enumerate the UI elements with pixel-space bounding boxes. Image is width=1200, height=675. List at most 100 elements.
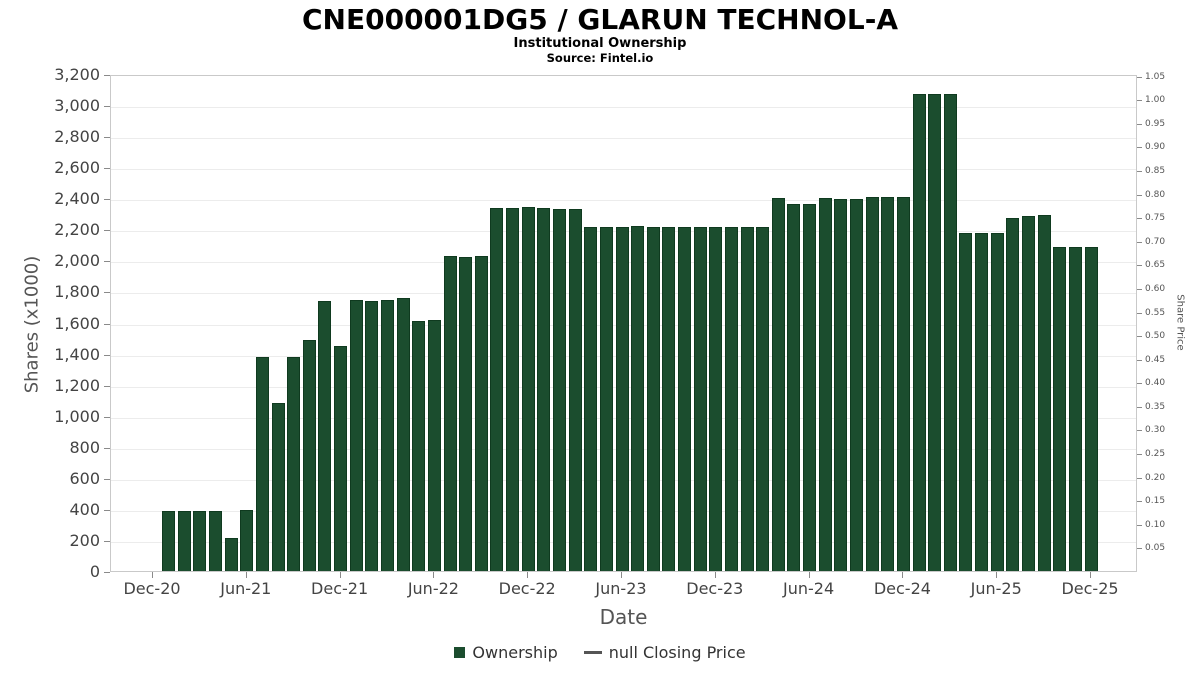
- left-tick-label: 1,400: [54, 344, 100, 364]
- bar[interactable]: [724, 226, 738, 571]
- legend-item-closing-price[interactable]: null Closing Price: [583, 643, 746, 662]
- bar[interactable]: [287, 357, 301, 571]
- legend-label-closing-price: null Closing Price: [608, 643, 746, 662]
- bar[interactable]: [552, 209, 566, 571]
- left-tick-label: 600: [69, 468, 100, 488]
- bar[interactable]: [818, 198, 832, 571]
- bar[interactable]: [943, 94, 957, 571]
- bar[interactable]: [224, 538, 238, 571]
- bar[interactable]: [459, 256, 473, 571]
- right-tick-mark: [1137, 336, 1142, 338]
- x-tick-label: Dec-21: [311, 579, 369, 598]
- right-tick-label: 0.35: [1145, 401, 1166, 412]
- bar[interactable]: [865, 197, 879, 571]
- x-tick-label: Jun-23: [595, 579, 647, 598]
- bar[interactable]: [693, 226, 707, 571]
- right-tick-mark: [1137, 76, 1142, 78]
- bar[interactable]: [1021, 216, 1035, 571]
- right-tick-label: 0.90: [1145, 142, 1166, 153]
- bar[interactable]: [162, 511, 176, 571]
- left-tick-label: 1,000: [54, 406, 100, 426]
- bar[interactable]: [334, 345, 348, 571]
- bar[interactable]: [1053, 247, 1067, 571]
- x-tick-label: Dec-25: [1061, 579, 1119, 598]
- bar[interactable]: [381, 299, 394, 571]
- right-tick-mark: [1137, 454, 1142, 456]
- bar[interactable]: [756, 226, 770, 571]
- right-tick-mark: [1137, 147, 1142, 149]
- right-tick-mark: [1137, 477, 1142, 479]
- right-tick-mark: [1137, 501, 1142, 503]
- bar[interactable]: [506, 207, 520, 571]
- bar[interactable]: [396, 298, 410, 571]
- x-tick-label: Dec-24: [873, 579, 931, 598]
- bar[interactable]: [912, 94, 926, 571]
- bar[interactable]: [584, 226, 598, 571]
- left-tick-mark: [104, 416, 110, 418]
- left-tick-mark: [104, 354, 110, 356]
- bar[interactable]: [678, 226, 692, 571]
- bar[interactable]: [975, 233, 989, 571]
- bar[interactable]: [646, 226, 660, 571]
- right-tick-label: 0.75: [1145, 213, 1166, 224]
- bar[interactable]: [1068, 247, 1082, 571]
- bar[interactable]: [537, 208, 551, 571]
- bar[interactable]: [896, 196, 910, 571]
- bar[interactable]: [240, 509, 254, 571]
- chart-title: CNE000001DG5 / GLARUN TECHNOL-A: [302, 3, 898, 36]
- bar[interactable]: [662, 226, 676, 571]
- bar[interactable]: [834, 199, 848, 571]
- bar[interactable]: [787, 203, 801, 571]
- left-tick-mark: [104, 385, 110, 387]
- x-tick-mark: [433, 572, 435, 578]
- bar[interactable]: [427, 320, 441, 571]
- bar[interactable]: [709, 226, 723, 571]
- left-tick-label: 1,600: [54, 313, 100, 333]
- bar[interactable]: [1006, 218, 1020, 571]
- bar[interactable]: [302, 339, 316, 571]
- bar[interactable]: [740, 226, 754, 571]
- right-tick-label: 0.85: [1145, 166, 1166, 176]
- bar[interactable]: [209, 511, 223, 571]
- left-tick-label: 800: [69, 437, 100, 457]
- bar[interactable]: [412, 320, 426, 571]
- bar[interactable]: [928, 94, 942, 571]
- bar[interactable]: [959, 233, 973, 571]
- right-tick-mark: [1137, 524, 1142, 526]
- bar[interactable]: [803, 203, 817, 571]
- bar[interactable]: [177, 511, 191, 571]
- bar[interactable]: [474, 255, 488, 571]
- left-tick-mark: [104, 292, 110, 294]
- right-tick-mark: [1137, 123, 1142, 125]
- bar[interactable]: [349, 299, 363, 571]
- left-tick-label: 2,400: [54, 189, 100, 209]
- left-tick-mark: [104, 509, 110, 511]
- bar[interactable]: [1037, 215, 1051, 571]
- bar[interactable]: [568, 209, 582, 571]
- bar[interactable]: [521, 206, 535, 571]
- bar[interactable]: [881, 196, 895, 571]
- bar[interactable]: [255, 357, 269, 571]
- right-tick-mark: [1137, 100, 1142, 102]
- legend-item-ownership[interactable]: Ownership: [454, 643, 558, 662]
- bar[interactable]: [490, 207, 504, 571]
- right-tick-mark: [1137, 194, 1142, 196]
- x-tick-label: Dec-20: [123, 579, 181, 598]
- bar[interactable]: [631, 226, 645, 571]
- left-tick-label: 1,800: [54, 282, 100, 302]
- bar[interactable]: [850, 199, 863, 571]
- bar[interactable]: [443, 255, 457, 571]
- bar[interactable]: [615, 226, 629, 571]
- bar[interactable]: [271, 403, 285, 571]
- bar[interactable]: [365, 300, 379, 571]
- bar[interactable]: [771, 198, 785, 571]
- bar[interactable]: [1084, 247, 1098, 571]
- right-tick-label: 0.15: [1145, 496, 1166, 507]
- left-tick-label: 3,000: [54, 96, 100, 116]
- bar[interactable]: [599, 226, 613, 571]
- bar[interactable]: [193, 511, 207, 571]
- bar[interactable]: [318, 300, 332, 571]
- bar[interactable]: [990, 233, 1004, 571]
- right-tick-mark: [1137, 430, 1142, 432]
